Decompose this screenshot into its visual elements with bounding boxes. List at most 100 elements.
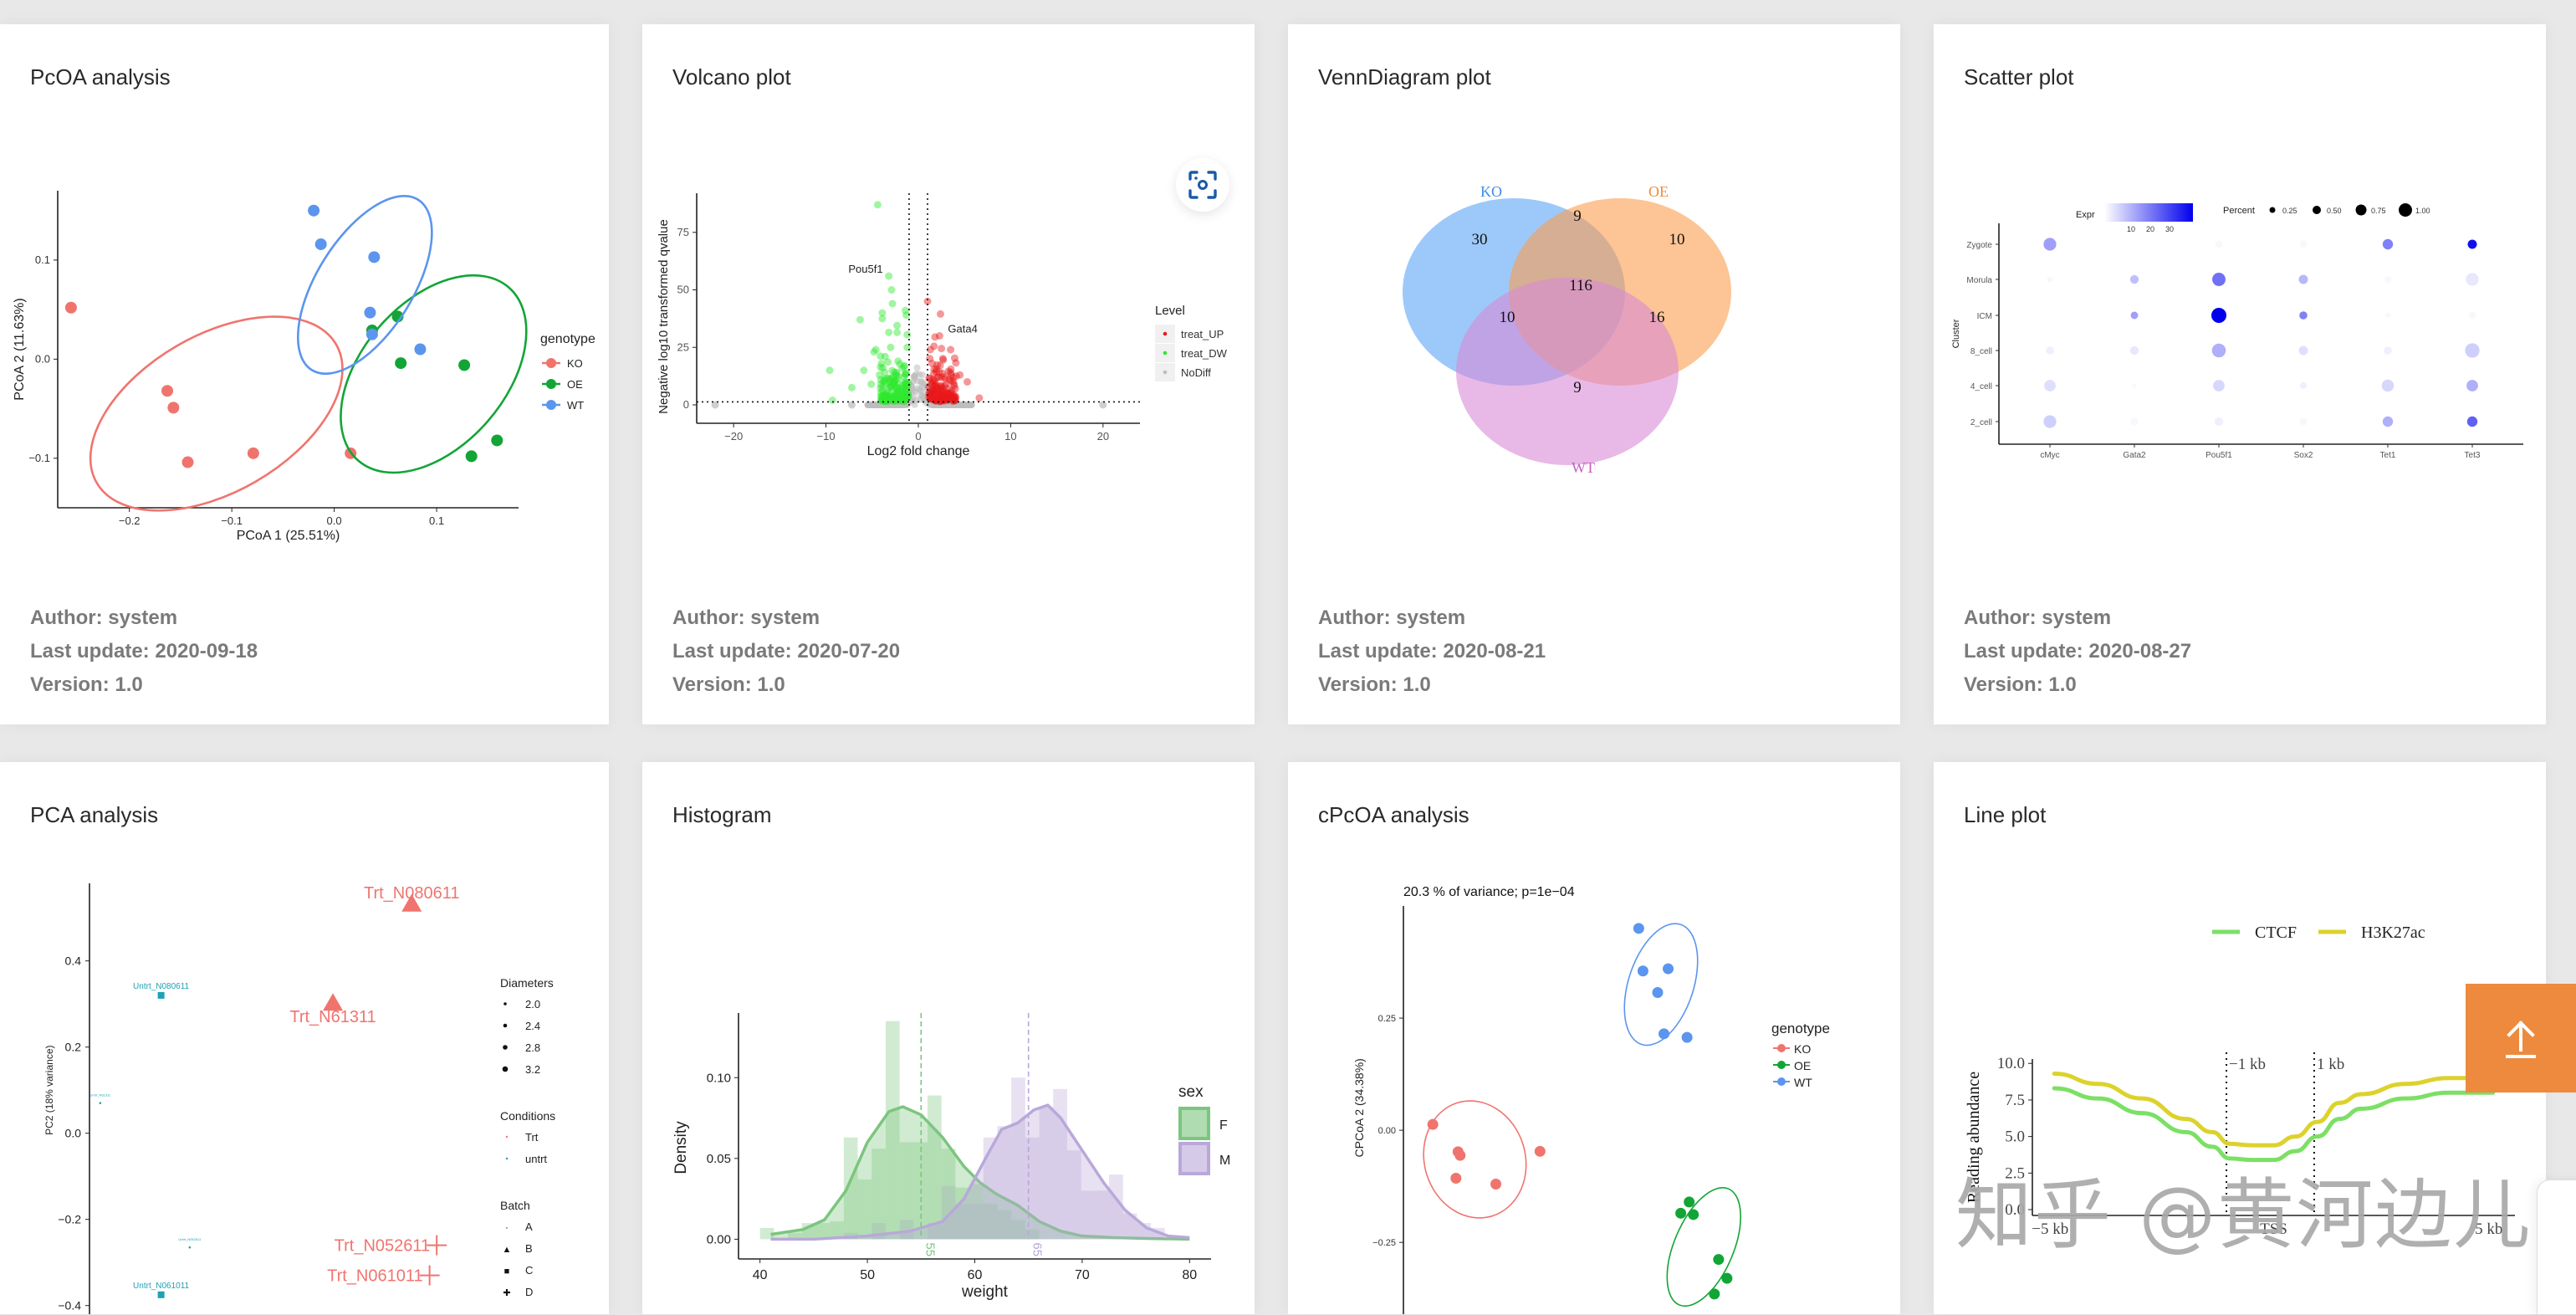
x-tick-label: −0.2 — [119, 514, 141, 527]
dot-Morula-Pou5f1 — [2212, 273, 2226, 286]
legend-title: genotype — [1771, 1021, 1830, 1036]
legend-key: ■ — [504, 1266, 510, 1277]
dot-Zygote-Tet1 — [2383, 239, 2393, 249]
legend-title: Diameters — [500, 976, 554, 990]
data-point-oe — [1675, 1208, 1686, 1219]
data-point-nodiff — [917, 386, 923, 392]
dot-2_cell-Sox2 — [2300, 418, 2308, 426]
color-legend-bar — [2104, 203, 2193, 222]
legend-key-dot — [1777, 1044, 1786, 1052]
dot-4_cell-Sox2 — [2300, 382, 2307, 389]
legend-title: Batch — [500, 1199, 530, 1212]
confidence-ellipse — [271, 174, 458, 395]
data-point-treat-dw — [860, 366, 867, 374]
dot-Zygote-Sox2 — [2300, 241, 2307, 248]
x-tick-label: Pou5f1 — [2205, 451, 2232, 460]
data-point-wt — [1663, 964, 1674, 975]
confidence-ellipse — [1409, 1088, 1541, 1231]
legend-key: · — [505, 1221, 509, 1233]
x-tick-label: cMyc — [2040, 451, 2059, 460]
y-tick-label: 5.0 — [2005, 1128, 2025, 1146]
pcoa-chart: −0.2 −0.1 0.0 0.1 −0.1 0.0 0.1 PCoA 1 (25.51%) P… — [0, 24, 609, 593]
legend-label: NoDiff — [1181, 366, 1211, 379]
size-legend-label: 0.75 — [2371, 207, 2386, 215]
data-point-treat-up — [938, 391, 945, 399]
version-text: Version: 1.0 — [1318, 668, 1546, 702]
x-tick-label: Gata2 — [2123, 451, 2146, 460]
legend-key — [506, 1158, 508, 1159]
card-pca[interactable]: PCA analysis 0.4 0.2 0.0 −0.2 −0.4 PC2 (18% v… — [0, 762, 609, 1314]
legend-key: ▲ — [503, 1245, 512, 1255]
watermark-text: 知乎 @黄河边儿 — [1955, 1153, 2532, 1264]
card-histogram[interactable]: Histogram 55 65 40 50 60 70 80 0.00 0.05 0.10 weig… — [642, 762, 1255, 1314]
x-tick-label: 50 — [860, 1268, 875, 1282]
data-point-nodiff — [919, 371, 926, 378]
tss-window-label: 1 kb — [2317, 1056, 2344, 1073]
venn-set-wt — [1456, 278, 1679, 465]
data-point-treat-up — [951, 397, 958, 404]
card-pcoa[interactable]: PcOA analysis −0.2 −0.1 0.0 0.1 −0.1 0.0 0.1 PC… — [0, 24, 609, 724]
card-cpcoa[interactable]: cPcOA analysis 20.3 % of variance; p=1e−… — [1288, 762, 1900, 1314]
y-axis-label: Density — [672, 1121, 690, 1174]
y-tick-label: −0.4 — [58, 1299, 81, 1312]
card-scatter[interactable]: Scatter plot Zygote Morula ICM 8_cell 4_cell… — [1934, 24, 2546, 724]
y-tick-label: −0.2 — [58, 1213, 81, 1226]
version-text: Version: 1.0 — [1964, 668, 2191, 702]
data-point-wt — [364, 307, 376, 319]
data-point-wt — [1652, 987, 1663, 998]
legend-label: untrt — [525, 1153, 547, 1165]
data-point-ko — [1490, 1179, 1501, 1190]
pca-point-square — [158, 992, 165, 999]
color-legend-title: Expr — [2076, 210, 2095, 220]
x-tick-label: 40 — [753, 1268, 768, 1282]
dot-ICM-Pou5f1 — [2211, 308, 2226, 323]
venn-region-count: 116 — [1569, 277, 1592, 294]
legend-label: KO — [567, 357, 583, 370]
dot-Morula-Gata2 — [2130, 275, 2139, 284]
legend-key — [503, 1045, 508, 1050]
scan-image-button[interactable] — [1176, 158, 1229, 212]
legend-key — [1180, 1144, 1209, 1174]
data-point-treat-dw — [877, 363, 884, 371]
data-point-wt — [368, 251, 380, 263]
data-point-treat-dw — [887, 344, 894, 351]
data-point-wt — [315, 238, 327, 250]
data-point-treat-dw — [877, 352, 884, 360]
data-point-treat-dw — [903, 331, 911, 339]
pca-point-label: Trt_N052611 — [335, 1237, 431, 1256]
data-point-oe — [1721, 1273, 1732, 1284]
data-point-treat-dw — [903, 344, 911, 351]
data-point-wt — [1659, 1028, 1669, 1039]
y-tick-label: Zygote — [1966, 241, 1992, 250]
y-tick-label: 0.2 — [65, 1041, 82, 1054]
data-point-treat-dw — [874, 201, 882, 208]
pca-point-label: Untrt_N080611 — [133, 982, 190, 991]
mean-label: 55 — [923, 1242, 937, 1256]
y-tick-label: 0.1 — [35, 253, 50, 266]
data-point-nodiff — [914, 365, 921, 371]
x-axis-label: PCoA 1 (25.51%) — [237, 529, 340, 543]
y-tick-label: 0.25 — [1378, 1014, 1396, 1024]
card-venn[interactable]: VennDiagram plot KO OE WT 30 10 9 9 10 16 116 Aut… — [1288, 24, 1900, 724]
back-to-top-button[interactable] — [2466, 984, 2576, 1092]
data-point-oe — [1688, 1209, 1699, 1220]
data-point-treat-dw — [893, 329, 901, 336]
x-axis-label: Log2 fold change — [867, 444, 970, 458]
series-line-h3k27ac — [2054, 1073, 2493, 1145]
card-volcano[interactable]: Volcano plot −20 −10 0 10 20 0 25 50 75 Log2 fold… — [642, 24, 1255, 724]
data-point-oe — [1709, 1288, 1720, 1299]
data-point-treat-up — [931, 333, 938, 340]
dot-ICM-Tet3 — [2469, 312, 2476, 319]
pca-point-dot — [100, 1102, 102, 1104]
x-tick-label: −20 — [724, 430, 743, 443]
legend-key — [503, 1067, 509, 1072]
side-panel-edge[interactable] — [2537, 1179, 2576, 1315]
data-point-wt — [414, 344, 426, 356]
color-legend-tick: 30 — [2165, 225, 2174, 233]
color-legend-tick: 10 — [2127, 225, 2135, 233]
y-tick-label: 10.0 — [1997, 1055, 2025, 1072]
author-text: Author: system — [30, 601, 258, 635]
data-point-treat-dw — [826, 366, 834, 374]
data-point-treat-up — [933, 361, 941, 369]
last-update-text: Last update: 2020-08-27 — [1964, 635, 2191, 668]
